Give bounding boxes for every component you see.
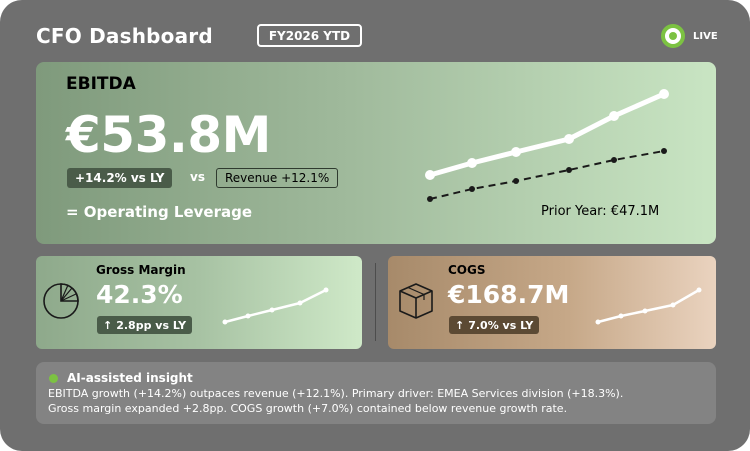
insight-title: AI-assisted insight: [67, 371, 193, 385]
current-year-point: [564, 134, 574, 144]
insight-text-line: Gross margin expanded +2.8pp. COGS growt…: [48, 402, 568, 415]
prior-year-trend-line: [429, 150, 665, 200]
prior-year-point: [661, 148, 667, 154]
arrow-up-icon: ↑: [103, 318, 113, 332]
cogs-sparkline: [595, 287, 702, 325]
sparkline-point: [696, 287, 702, 293]
gross-margin-card[interactable]: Gross Margin 42.3% ↑ 2.8pp vs LY: [36, 256, 362, 349]
sparkline-point: [618, 313, 624, 319]
sparkline-point: [595, 319, 601, 325]
prior-year-point: [566, 167, 572, 173]
gross-margin-value: 42.3%: [96, 280, 183, 309]
sparkline-point: [323, 287, 329, 293]
insight-text-line: EBITDA growth (+14.2%) outpaces revenue …: [48, 387, 624, 400]
live-label: LIVE: [693, 30, 718, 42]
current-year-point: [467, 158, 477, 168]
sparkline-point: [245, 313, 251, 319]
revenue-comparison-badge: Revenue +12.1%: [216, 168, 339, 188]
prior-year-point: [611, 157, 617, 163]
live-dot-icon: [661, 24, 685, 48]
prior-year-text: Prior Year: €47.1M: [541, 204, 660, 219]
gross-margin-delta-text: 2.8pp vs LY: [116, 318, 187, 332]
period-selector[interactable]: FY2026 YTD: [257, 24, 362, 47]
card-divider: [375, 263, 376, 341]
sparkline-point: [297, 300, 303, 306]
gross-margin-delta-badge: ↑ 2.8pp vs LY: [97, 316, 193, 334]
current-year-point: [609, 111, 619, 121]
sparkline-point: [670, 302, 676, 308]
ebitda-trend-chart: [425, 89, 669, 202]
live-indicator: LIVE: [661, 24, 718, 48]
pie-chart-icon: [43, 283, 79, 319]
vs-text: vs: [190, 170, 205, 184]
cogs-label: COGS: [448, 263, 486, 277]
insight-status-dot-icon: [49, 374, 58, 383]
sparkline-point: [269, 307, 275, 313]
current-year-point: [511, 147, 521, 157]
current-year-point: [659, 89, 669, 99]
prior-year-point: [427, 196, 433, 202]
ebitda-value: €53.8M: [66, 106, 271, 164]
ebitda-label: EBITDA: [66, 74, 136, 94]
prior-year-point: [513, 178, 519, 184]
ebitda-delta-badge: +14.2% vs LY: [67, 168, 173, 188]
cogs-card[interactable]: COGS €168.7M ↑ 7.0% vs LY: [388, 256, 716, 349]
sparkline-point: [642, 308, 648, 314]
prior-year-point: [469, 186, 475, 192]
arrow-up-icon: ↑: [455, 318, 465, 332]
cogs-delta-text: 7.0% vs LY: [468, 318, 534, 332]
current-year-trend-line: [427, 91, 667, 178]
sparkline-point: [222, 319, 228, 325]
cogs-value: €168.7M: [448, 280, 570, 309]
gross-margin-sparkline: [222, 287, 329, 325]
ai-insight-panel: AI-assisted insight EBITDA growth (+14.2…: [36, 362, 716, 424]
app-title: CFO Dashboard: [36, 24, 213, 48]
cogs-delta-badge: ↑ 7.0% vs LY: [449, 316, 540, 334]
current-year-point: [425, 170, 435, 180]
ebitda-card[interactable]: EBITDA €53.8M +14.2% vs LY vs Revenue +1…: [36, 62, 716, 244]
gross-margin-label: Gross Margin: [96, 263, 186, 277]
box-icon: [399, 283, 433, 319]
operating-leverage-text: = Operating Leverage: [66, 203, 253, 221]
